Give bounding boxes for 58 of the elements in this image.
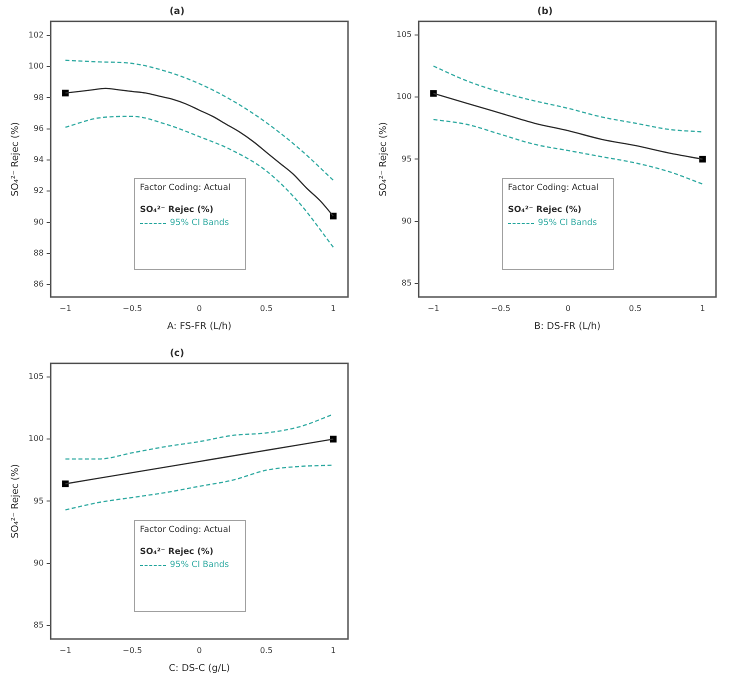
- y-tick-label: 95: [401, 154, 412, 164]
- x-tick-label: −1: [428, 304, 440, 313]
- line-series: [432, 65, 704, 133]
- legend-label: 95% CI Bands: [170, 560, 229, 570]
- y-tick-label: 86: [33, 280, 44, 289]
- line-series: [64, 60, 334, 181]
- y-tick-label: 102: [28, 30, 44, 40]
- x-axis-title: A: FS-FR (L/h): [167, 320, 232, 332]
- y-tick-label: 105: [28, 372, 44, 382]
- line-series: [64, 116, 334, 248]
- chart-title: (b): [537, 6, 553, 18]
- x-tick-label: 0: [196, 646, 202, 655]
- y-tick-label: 90: [33, 217, 44, 226]
- x-tick-label: 0.5: [260, 646, 273, 655]
- x-tick-label: −1: [60, 304, 72, 313]
- y-tick-label: 100: [28, 62, 44, 71]
- y-tick-label: 90: [401, 216, 412, 226]
- y-tick-label: 90: [33, 558, 44, 568]
- legend-box: Factor Coding: Actual SO₄²⁻ Rejec (%) 95% CI Bands: [502, 178, 614, 270]
- line-series: [64, 414, 334, 460]
- y-tick-label: 88: [33, 248, 44, 258]
- x-tick-label: 0.5: [260, 304, 273, 313]
- x-tick-label: −0.5: [122, 304, 142, 313]
- y-tick-label: 85: [33, 620, 44, 630]
- y-axis-title: SO₄²⁻ Rejec (%): [10, 464, 22, 538]
- y-tick-label: 85: [401, 278, 412, 288]
- y-tick-label: 94: [33, 155, 44, 164]
- legend-label: 95% CI Bands: [170, 218, 229, 228]
- legend-title: Factor Coding: Actual: [140, 183, 232, 194]
- y-tick-label: 105: [396, 30, 412, 40]
- legend-title: Factor Coding: Actual: [140, 525, 232, 536]
- legend-label: 95% CI Bands: [538, 218, 597, 228]
- line-series: [64, 464, 334, 511]
- y-axis-title: SO₄²⁻ Rejec (%): [378, 122, 390, 196]
- y-tick-label: 100: [396, 92, 412, 102]
- x-tick-label: 0: [196, 304, 202, 313]
- x-axis-title: B: DS-FR (L/h): [534, 320, 601, 332]
- x-tick-label: 0.5: [628, 304, 642, 313]
- chart-title: (a): [169, 6, 185, 18]
- x-tick-label: 1: [700, 304, 706, 313]
- y-tick-label: 96: [33, 124, 44, 133]
- x-tick-label: −1: [60, 646, 72, 655]
- x-tick-label: −0.5: [491, 304, 510, 313]
- y-tick-label: 98: [33, 92, 44, 102]
- line-series: [432, 118, 704, 185]
- y-axis-title: SO₄²⁻ Rejec (%): [10, 122, 22, 196]
- x-tick-label: −0.5: [122, 646, 142, 655]
- y-tick-label: 95: [33, 496, 44, 506]
- y-tick-label: 92: [33, 186, 44, 196]
- x-tick-label: 1: [330, 304, 336, 313]
- legend-box: Factor Coding: Actual SO₄²⁻ Rejec (%) 95% CI Bands: [134, 520, 246, 612]
- chart-title: (c): [170, 348, 184, 360]
- x-tick-label: 1: [330, 646, 336, 655]
- y-tick-label: 100: [28, 434, 44, 444]
- legend-title: Factor Coding: Actual: [508, 183, 600, 194]
- x-axis-title: C: DS-C (g/L): [168, 662, 230, 674]
- x-tick-label: 0: [565, 304, 571, 313]
- legend-box: Factor Coding: Actual SO₄²⁻ Rejec (%) 95% CI Bands: [134, 178, 246, 270]
